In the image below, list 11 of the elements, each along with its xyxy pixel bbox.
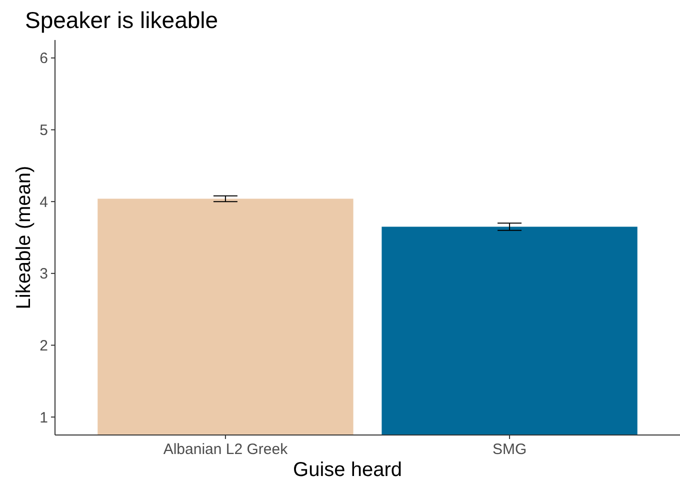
y-tick-label: 4 [40,194,48,211]
y-tick-label: 6 [40,50,48,68]
y-tick-label: 5 [40,122,48,140]
x-tick-label: Albanian L2 Greek [163,441,288,458]
y-axis-title: Likeable (mean) [13,166,35,310]
y-tick-label: 2 [40,337,48,354]
y-tick-label: 3 [40,266,48,283]
y-tick-label: 1 [40,409,48,426]
x-axis-title: Guise heard [293,459,402,481]
x-tick-label: SMG [492,441,527,458]
chart-title: Speaker is likeable [25,7,218,33]
